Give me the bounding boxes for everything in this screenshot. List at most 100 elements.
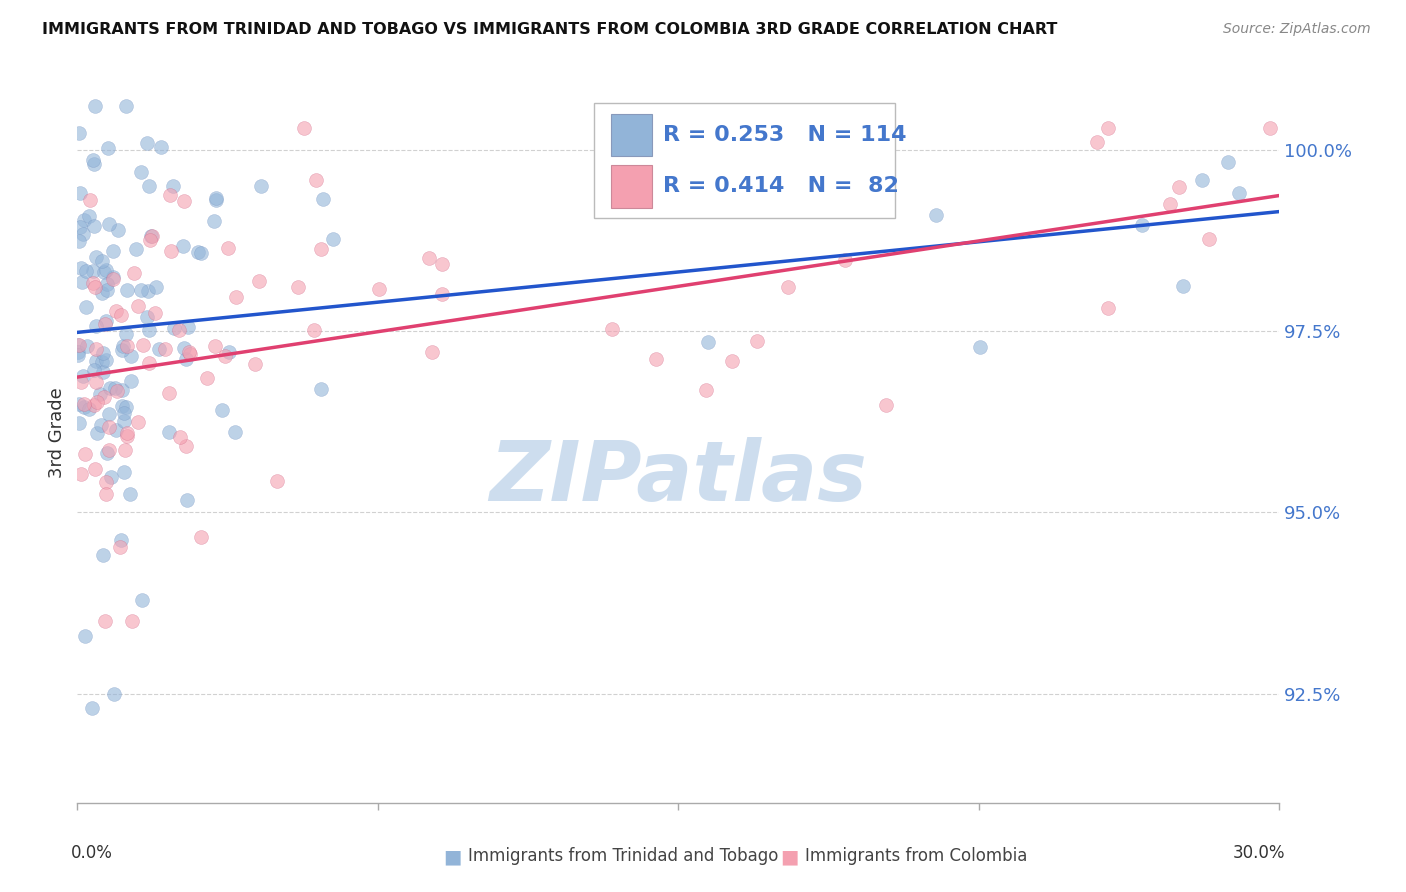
- Point: [187, 245, 209, 260]
- Point: [136, 284, 159, 298]
- Point: [131, 592, 153, 607]
- Point: [111, 400, 134, 414]
- Point: [174, 439, 197, 453]
- Point: [67, 417, 90, 431]
- Point: [695, 384, 717, 398]
- Point: [114, 326, 136, 341]
- Point: [69, 186, 91, 201]
- Point: [224, 425, 246, 440]
- Point: [176, 493, 198, 508]
- Point: [173, 194, 195, 208]
- Point: [82, 264, 104, 278]
- Point: [139, 229, 162, 244]
- Point: [721, 354, 744, 368]
- Point: [422, 345, 444, 359]
- Point: [174, 351, 197, 366]
- Point: [124, 243, 146, 257]
- Point: [204, 339, 226, 353]
- Point: [94, 487, 117, 501]
- Point: [190, 246, 212, 260]
- Point: [190, 530, 212, 544]
- Point: [76, 339, 98, 353]
- Point: [121, 615, 143, 629]
- Point: [115, 400, 138, 414]
- Point: [94, 262, 117, 277]
- Point: [432, 287, 454, 301]
- Point: [162, 321, 184, 335]
- Point: [75, 264, 97, 278]
- Point: [101, 269, 124, 284]
- Point: [75, 300, 97, 314]
- Point: [98, 407, 121, 421]
- Point: [67, 397, 90, 411]
- Point: [1191, 173, 1213, 187]
- Point: [115, 339, 138, 353]
- Y-axis label: 3rd Grade: 3rd Grade: [48, 387, 66, 478]
- Point: [115, 99, 138, 113]
- Point: [776, 280, 799, 294]
- Point: [129, 283, 152, 297]
- Point: [309, 242, 332, 256]
- Point: [70, 275, 93, 289]
- FancyBboxPatch shape: [612, 165, 652, 208]
- Point: [83, 156, 105, 170]
- Point: [1168, 180, 1191, 194]
- Point: [225, 290, 247, 304]
- Point: [104, 303, 127, 318]
- Point: [179, 347, 201, 361]
- Point: [834, 252, 856, 267]
- Point: [925, 208, 948, 222]
- Point: [83, 363, 105, 377]
- Point: [114, 443, 136, 458]
- Text: 30.0%: 30.0%: [1233, 844, 1285, 862]
- Point: [100, 470, 122, 484]
- Point: [309, 382, 332, 396]
- Point: [150, 140, 173, 154]
- Point: [211, 403, 233, 417]
- Point: [162, 178, 184, 193]
- Point: [83, 280, 105, 294]
- Point: [118, 487, 141, 501]
- Point: [91, 548, 114, 562]
- Point: [157, 386, 180, 401]
- Text: IMMIGRANTS FROM TRINIDAD AND TOBAGO VS IMMIGRANTS FROM COLOMBIA 3RD GRADE CORREL: IMMIGRANTS FROM TRINIDAD AND TOBAGO VS I…: [42, 22, 1057, 37]
- Point: [202, 214, 225, 228]
- Point: [86, 395, 108, 409]
- Point: [103, 272, 125, 286]
- Point: [111, 343, 134, 358]
- Point: [250, 178, 273, 193]
- Point: [98, 381, 121, 395]
- Text: R = 0.414   N =  82: R = 0.414 N = 82: [662, 176, 898, 196]
- Point: [67, 345, 90, 359]
- Point: [114, 414, 136, 428]
- Text: ZIPatlas: ZIPatlas: [489, 436, 868, 517]
- Point: [172, 239, 194, 253]
- Point: [243, 357, 266, 371]
- Point: [1216, 155, 1239, 169]
- Point: [93, 265, 115, 279]
- Point: [70, 375, 93, 389]
- Point: [115, 429, 138, 443]
- Point: [247, 274, 270, 288]
- Point: [98, 419, 121, 434]
- Point: [169, 429, 191, 443]
- Point: [112, 465, 135, 479]
- Point: [214, 349, 236, 363]
- Point: [93, 390, 115, 404]
- Point: [218, 345, 240, 359]
- Point: [600, 322, 623, 336]
- Text: R = 0.253   N = 114: R = 0.253 N = 114: [662, 125, 907, 145]
- Point: [73, 397, 96, 411]
- Point: [367, 282, 389, 296]
- Point: [173, 341, 195, 355]
- Point: [83, 219, 105, 233]
- Point: [322, 232, 344, 246]
- Point: [153, 342, 176, 356]
- Point: [120, 349, 142, 363]
- Point: [84, 342, 107, 356]
- Point: [132, 337, 155, 351]
- Point: [84, 319, 107, 334]
- Point: [217, 241, 239, 255]
- Point: [73, 401, 96, 415]
- Point: [83, 462, 105, 476]
